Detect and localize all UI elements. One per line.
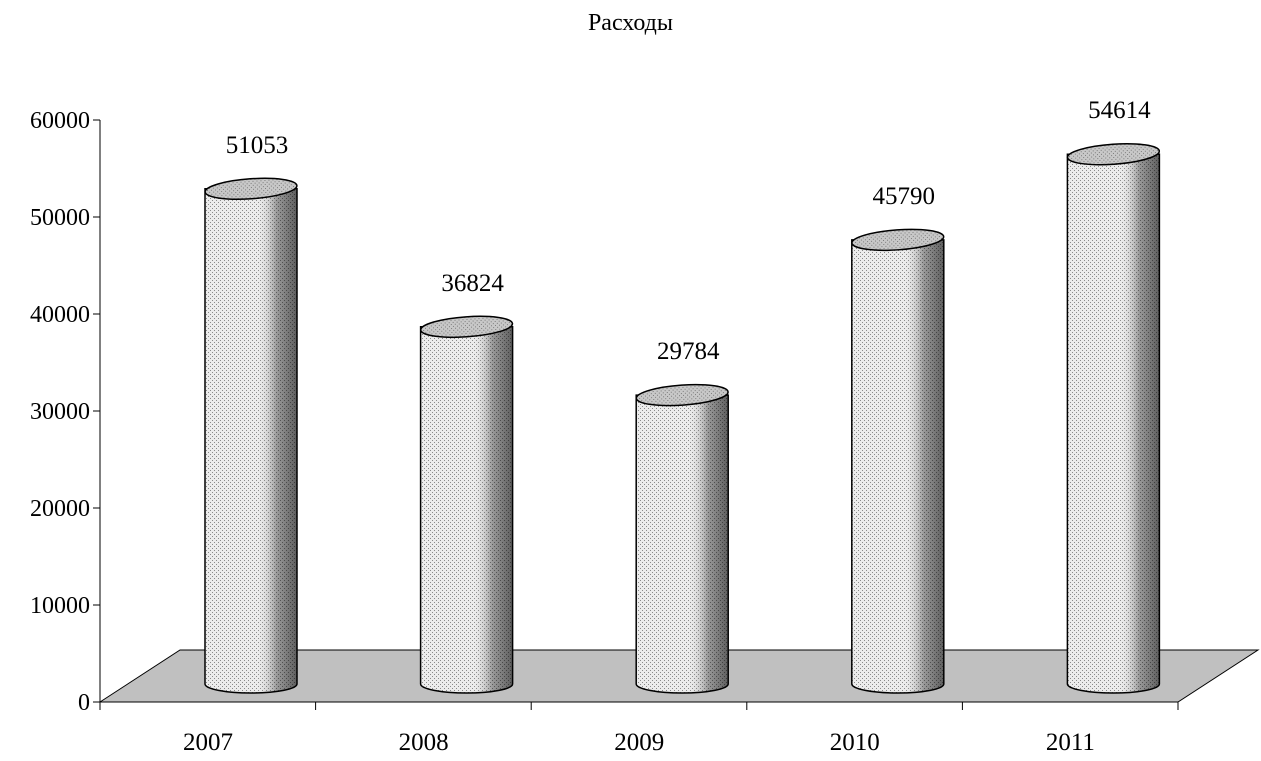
- x-tick-label: 2011: [1046, 729, 1095, 756]
- bar-top: [851, 228, 945, 252]
- data-label: 54614: [1088, 97, 1151, 124]
- data-label: 29784: [657, 338, 720, 365]
- data-label: 51053: [226, 132, 289, 159]
- y-tick-label: 10000: [30, 593, 90, 619]
- bar-outline: [419, 326, 514, 694]
- bar-outline: [1066, 153, 1161, 694]
- bar: [1066, 143, 1161, 694]
- x-tick-label: 2009: [614, 729, 664, 756]
- x-tick-label: 2008: [399, 729, 449, 756]
- bar-top: [204, 177, 298, 201]
- chart-title: Расходы: [587, 10, 674, 36]
- y-tick-label: 40000: [30, 302, 90, 328]
- y-tick-label: 50000: [30, 205, 90, 231]
- bar-outline: [204, 188, 298, 694]
- bar-outline: [851, 239, 945, 694]
- y-tick-label: 20000: [30, 496, 90, 522]
- x-tick-label: 2010: [830, 729, 880, 756]
- bar-outline: [635, 394, 729, 694]
- bar-top: [635, 383, 729, 407]
- bar: [419, 315, 514, 694]
- bar: [635, 383, 729, 694]
- bar: [204, 177, 298, 694]
- y-tick-label: 0: [78, 690, 90, 716]
- data-label: 45790: [873, 183, 936, 210]
- x-tick-label: 2007: [183, 729, 233, 756]
- y-tick-label: 60000: [30, 108, 90, 134]
- y-tick-label: 30000: [30, 399, 90, 425]
- bar-top: [419, 315, 514, 339]
- bar-top: [1066, 143, 1161, 166]
- data-label: 36824: [441, 270, 504, 297]
- bar: [851, 228, 945, 694]
